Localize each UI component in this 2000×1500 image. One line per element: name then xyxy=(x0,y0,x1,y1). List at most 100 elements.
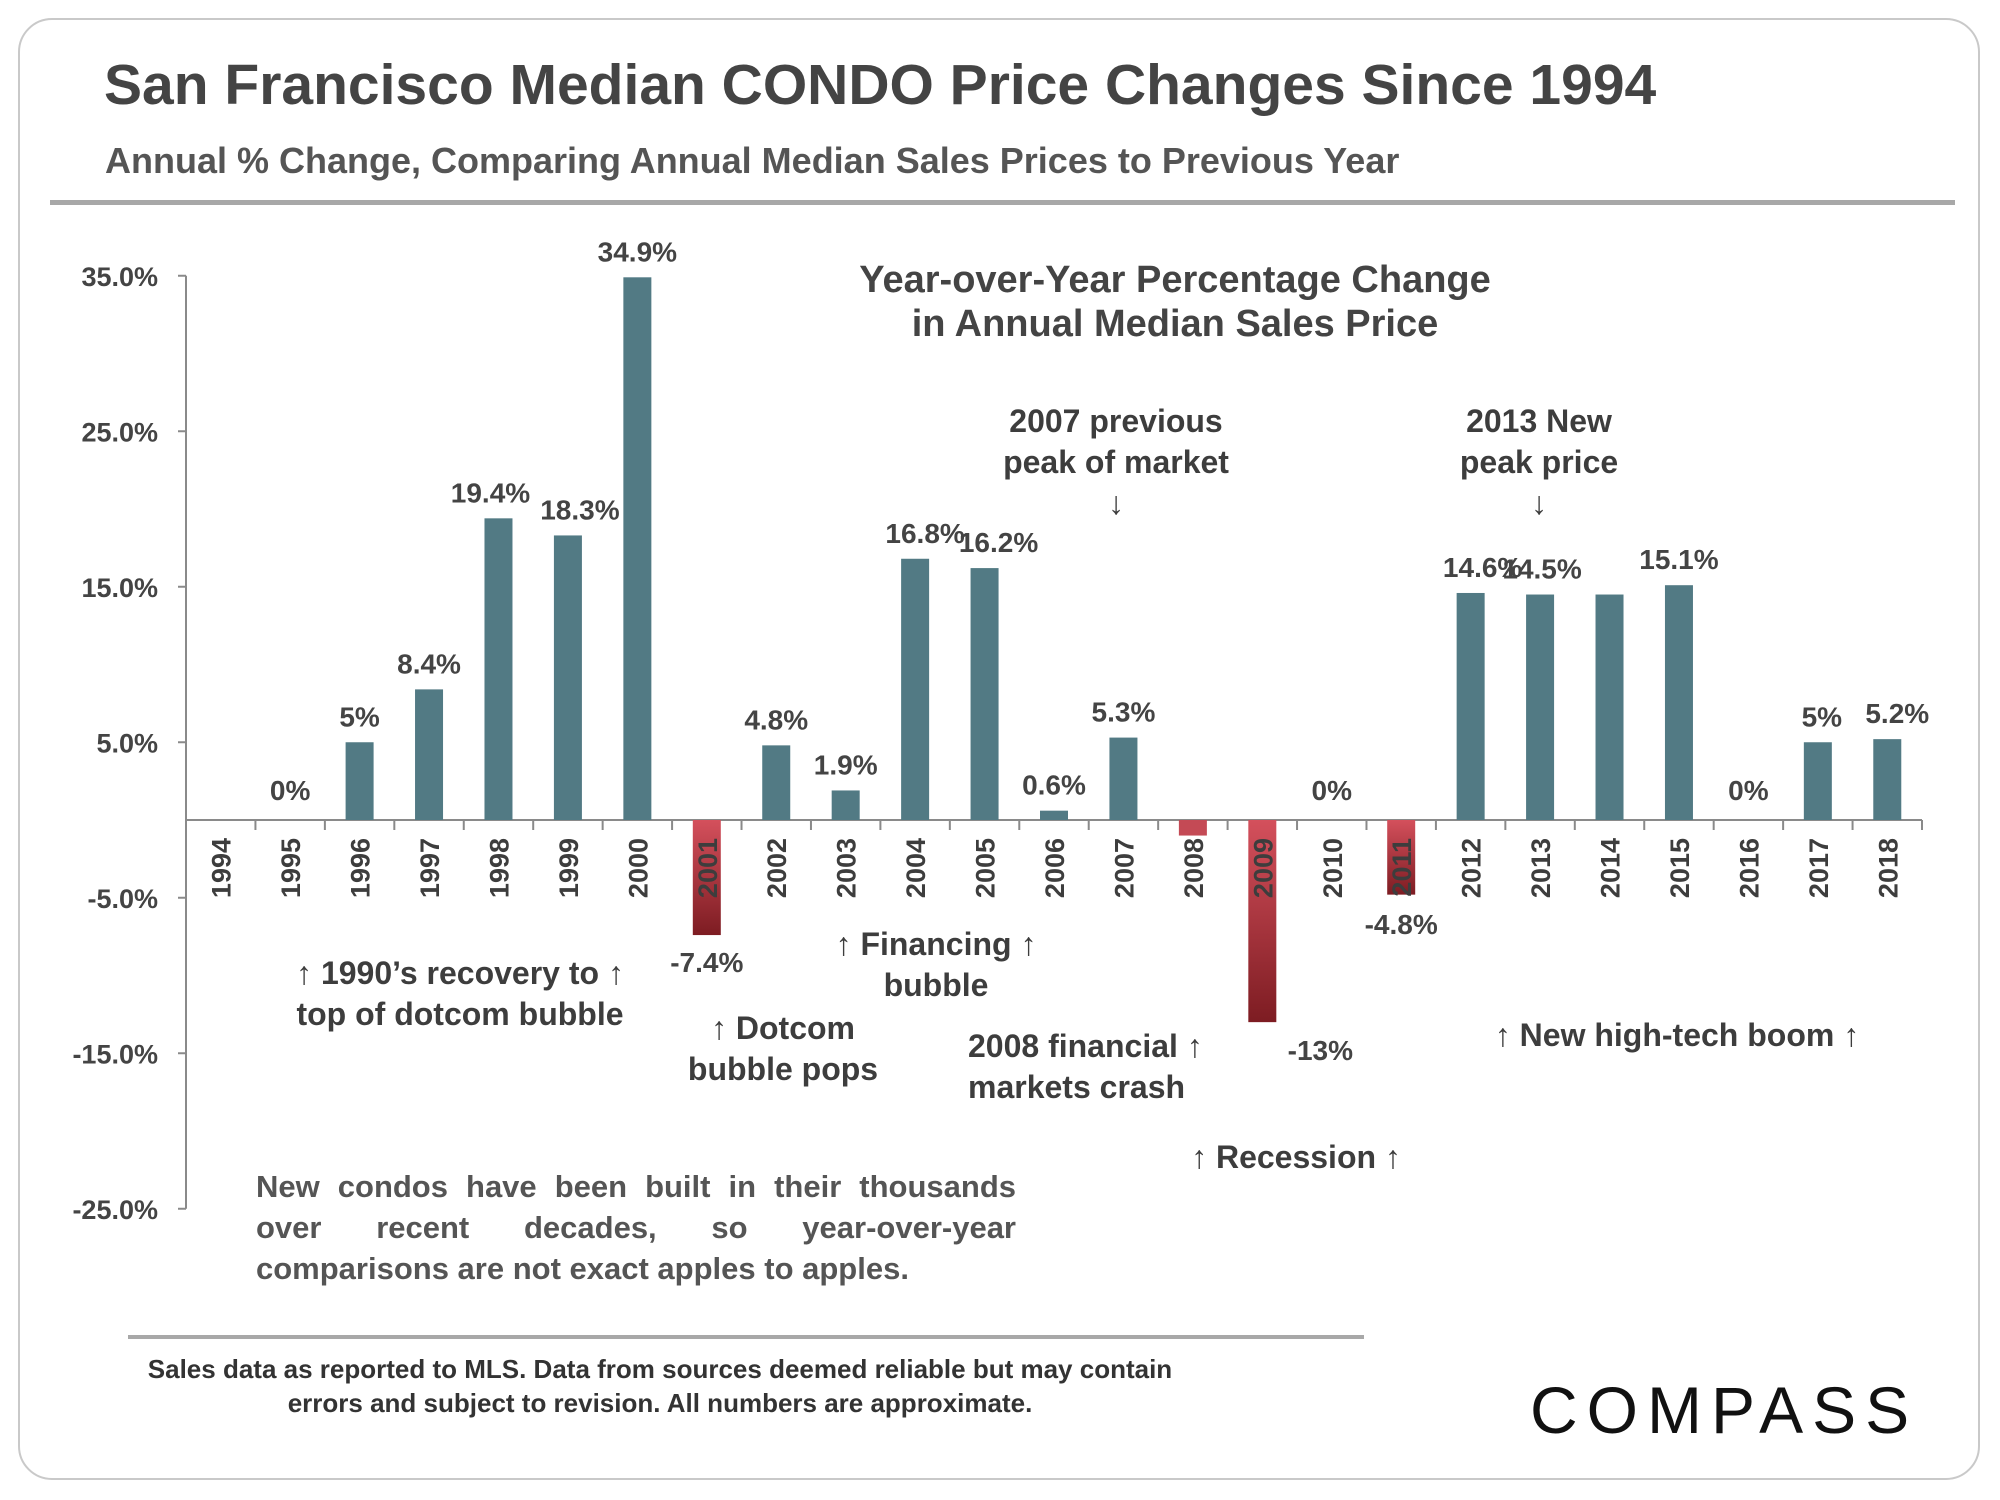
slide-frame xyxy=(18,18,1980,1480)
bar-2005 xyxy=(970,568,999,820)
data-label-2011: -4.8% xyxy=(1365,909,1438,940)
footer-disclaimer: Sales data as reported to MLS. Data from… xyxy=(130,1352,1190,1420)
x-tick-label-2010: 2010 xyxy=(1318,838,1348,898)
data-label-2000: 34.9% xyxy=(598,236,677,267)
annotation-dotcom_pops-line-2: bubble pops xyxy=(688,1051,878,1087)
annotation-peak2007-line-2: peak of market xyxy=(1003,444,1229,480)
bar-1999 xyxy=(553,535,582,820)
title-divider xyxy=(50,200,1955,205)
methodology-note: New condos have been built in their thou… xyxy=(256,1169,1016,1286)
data-label-2009: -13% xyxy=(1288,1035,1353,1066)
annotation-peak2013-line-1: 2013 New xyxy=(1466,403,1612,439)
x-tick-label-2014: 2014 xyxy=(1596,838,1626,898)
x-tick-label-2007: 2007 xyxy=(1109,838,1139,898)
annotation-peak2013-line-2: peak price xyxy=(1460,444,1618,480)
data-label-2012: 14.6% xyxy=(1443,552,1522,583)
chart-title-line-2: in Annual Median Sales Price xyxy=(912,303,1439,345)
data-label-2006: 0.6% xyxy=(1022,770,1086,801)
x-tick-label-2008: 2008 xyxy=(1179,838,1209,898)
bar-2012 xyxy=(1456,592,1485,820)
x-tick-label-2005: 2005 xyxy=(971,838,1001,898)
data-label-2004: 16.8% xyxy=(885,518,964,549)
data-label-2003: 1.9% xyxy=(814,749,878,780)
bar-2003 xyxy=(831,790,860,820)
data-labels: 0% 5% 8.4% 19.4% 18.3% 34.9% -7.4% 4.8%1.9% 16.8… xyxy=(270,236,1929,1066)
x-tick-label-1998: 1998 xyxy=(484,838,514,898)
bar-2000 xyxy=(623,277,652,820)
annotation-dotcom_recovery-line-1: ↑ 1990’s recovery to ↑ xyxy=(296,955,624,991)
annotation-crash2008-line-1: 2008 financial ↑ xyxy=(968,1028,1203,1064)
x-tick-labels: 1994 1995 1996 1997 1998 1999 2000 2001 2002 2003… xyxy=(207,838,1904,898)
annotation-dotcom_recovery-line-2: top of dotcom bubble xyxy=(296,996,623,1032)
data-label-2002: 4.8% xyxy=(744,704,808,735)
annotation-peak2007-line-3: ↓ xyxy=(1108,485,1124,521)
data-label-2007: 5.3% xyxy=(1092,697,1156,728)
x-tick-label-2001: 2001 xyxy=(693,838,723,898)
annotation-financing-line-2: bubble xyxy=(884,967,989,1003)
data-label-1995: 0% xyxy=(270,775,311,806)
bar-2002 xyxy=(762,745,791,820)
compass-logo: COMPASS xyxy=(1530,1373,1919,1447)
chart-title-line-1: Year-over-Year Percentage Change xyxy=(859,259,1491,301)
bar-1998 xyxy=(484,518,513,820)
x-tick-label-1994: 1994 xyxy=(207,838,237,898)
x-tick-label-1996: 1996 xyxy=(346,838,376,898)
annotation-dotcom_pops-line-1: ↑ Dotcom xyxy=(711,1010,855,1046)
footer-line-1: Sales data as reported to MLS. Data from… xyxy=(147,1354,1173,1384)
bar-2018 xyxy=(1873,739,1902,820)
data-label-2010: 0% xyxy=(1312,775,1353,806)
bar-2009 xyxy=(1248,820,1277,1023)
x-tick-label-2016: 2016 xyxy=(1734,838,1764,898)
x-tick-label-2011: 2011 xyxy=(1387,838,1417,897)
bar-2014 xyxy=(1595,594,1624,820)
data-label-2017: 5% xyxy=(1802,701,1843,732)
bar-2006 xyxy=(1040,810,1068,820)
annotation-crash2008-line-2: markets crash xyxy=(968,1069,1185,1105)
x-tick-label-1999: 1999 xyxy=(554,838,584,898)
annotation-hightech-line-1: ↑ New high-tech boom ↑ xyxy=(1495,1017,1859,1053)
bar-1996 xyxy=(345,742,374,820)
bar-2017 xyxy=(1803,742,1832,820)
y-tick-label: 15.0% xyxy=(81,573,158,603)
y-tick-label: -15.0% xyxy=(72,1039,158,1069)
data-label-2015: 15.1% xyxy=(1639,544,1718,575)
y-tick-label: 5.0% xyxy=(96,728,158,758)
x-tick-label-2004: 2004 xyxy=(901,838,931,898)
x-tick-label-2015: 2015 xyxy=(1665,838,1695,898)
x-tick-label-2009: 2009 xyxy=(1248,838,1278,898)
page-title: San Francisco Median CONDO Price Changes… xyxy=(104,53,1657,117)
x-tick-label-2002: 2002 xyxy=(762,838,792,898)
bar-2008 xyxy=(1178,820,1207,836)
annotation-recession-line-1: ↑ Recession ↑ xyxy=(1191,1139,1401,1175)
data-label-1998: 19.4% xyxy=(451,477,530,508)
y-tick-label: -25.0% xyxy=(72,1195,158,1225)
bar-2001 xyxy=(692,820,721,936)
y-tick-label: -5.0% xyxy=(87,884,158,914)
data-label-1996: 5% xyxy=(339,701,380,732)
bar-2015 xyxy=(1664,585,1693,820)
x-tick-label-2013: 2013 xyxy=(1526,838,1556,898)
annotation-peak2013-line-3: ↓ xyxy=(1531,485,1547,521)
bar-2004 xyxy=(901,558,930,820)
annotation-peak2007-line-1: 2007 previous xyxy=(1009,403,1222,439)
x-tick-label-1997: 1997 xyxy=(415,838,445,898)
data-label-2005: 16.2% xyxy=(959,527,1038,558)
bar-2013 xyxy=(1526,594,1555,820)
x-tick-label-2006: 2006 xyxy=(1040,838,1070,898)
bar-2011 xyxy=(1387,820,1416,895)
data-label-2016: 0% xyxy=(1728,775,1769,806)
axes: 35.0% 25.0% 15.0% 5.0% -5.0% -15.0% -25.0% xyxy=(72,262,1923,1225)
bar-2007 xyxy=(1109,737,1138,820)
data-label-2013: 14.5% xyxy=(1502,554,1581,585)
x-tick-label-2000: 2000 xyxy=(623,838,653,898)
y-tick-label: 35.0% xyxy=(81,262,158,292)
x-tick-label-2003: 2003 xyxy=(832,838,862,898)
page-subtitle: Annual % Change, Comparing Annual Median… xyxy=(105,140,1400,181)
data-label-2018: 5.2% xyxy=(1865,698,1929,729)
data-label-1999: 18.3% xyxy=(540,494,619,525)
annotation-financing-line-1: ↑ Financing ↑ xyxy=(836,926,1037,962)
x-tick-label-1995: 1995 xyxy=(276,838,306,898)
bars xyxy=(345,277,1902,1023)
